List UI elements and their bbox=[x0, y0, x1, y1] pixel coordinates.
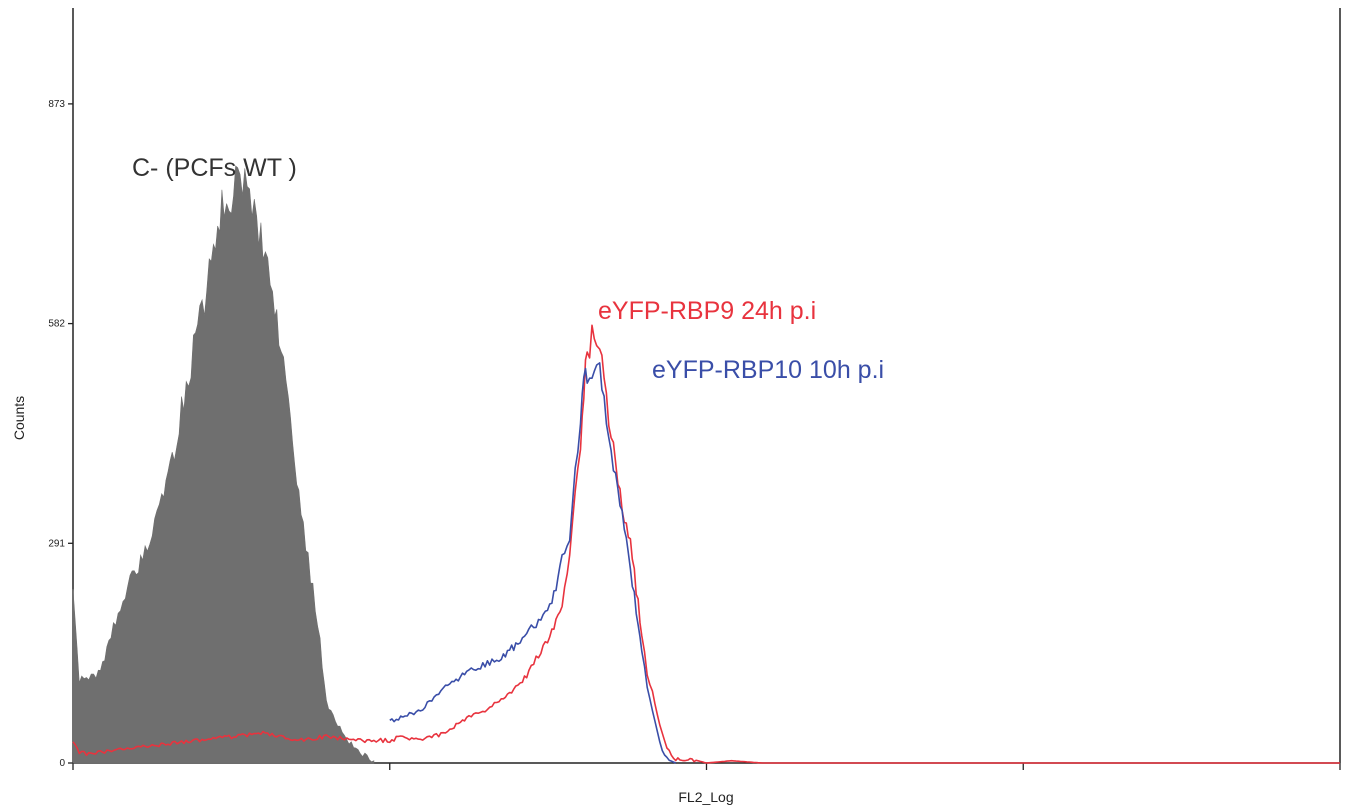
series-line-1 bbox=[72, 324, 1340, 764]
y-tick-label-2: 582 bbox=[48, 319, 65, 330]
series-layer bbox=[72, 165, 1340, 764]
y-tick-label-0: 0 bbox=[59, 758, 65, 769]
series-label-rbp9: eYFP-RBP9 24h p.i bbox=[598, 297, 816, 325]
series-line-2 bbox=[389, 362, 677, 764]
y-axis-ticks: 0 291 582 873 bbox=[48, 99, 73, 769]
series-label-control: C- (PCFs WT ) bbox=[132, 154, 297, 182]
series-label-rbp10: eYFP-RBP10 10h p.i bbox=[652, 356, 884, 384]
series-area-0 bbox=[72, 165, 375, 764]
x-axis-ticks bbox=[72, 763, 1341, 770]
y-axis-title: Counts bbox=[11, 396, 27, 440]
y-tick-label-3: 873 bbox=[48, 99, 65, 110]
y-tick-label-1: 291 bbox=[48, 538, 65, 549]
x-axis-title: FL2_Log bbox=[678, 789, 733, 805]
